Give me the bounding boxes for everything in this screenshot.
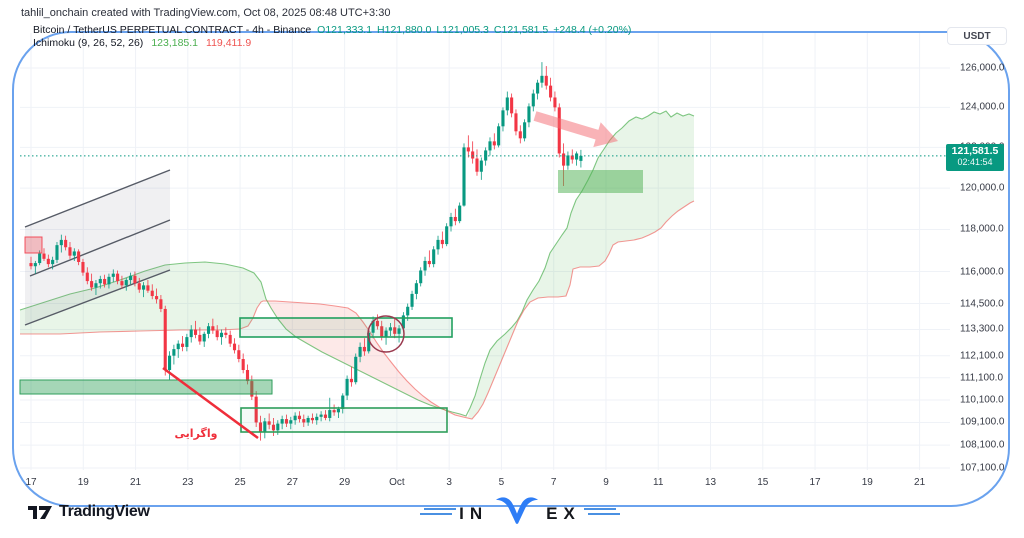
- supply-box-left[interactable]: [24, 236, 43, 254]
- parallel-channel-drawing[interactable]: [24, 169, 171, 326]
- chart-legend: Bitcoin / TetherUS PERPETUAL CONTRACT - …: [33, 24, 636, 50]
- price-tick-label: 108,100.0: [960, 439, 1005, 451]
- low-value: L121,005.3: [436, 24, 489, 36]
- circle-annotation[interactable]: [367, 315, 405, 353]
- time-tick-label: 27: [286, 477, 298, 488]
- invex-v-logo-icon: [496, 497, 539, 524]
- symbol-legend-row[interactable]: Bitcoin / TetherUS PERPETUAL CONTRACT - …: [33, 24, 636, 37]
- price-tick-label: 116,000.0: [960, 266, 1004, 278]
- price-tick-label: 118,000.0: [960, 223, 1004, 235]
- price-tick-label: 111,100.0: [960, 372, 1004, 384]
- price-tick-label: 110,100.0: [960, 394, 1004, 406]
- open-value: O121,333.1: [317, 24, 373, 36]
- time-tick-label: 11: [653, 477, 664, 488]
- badge-countdown: 02:41:54: [957, 156, 993, 167]
- time-tick-label: 5: [498, 477, 505, 488]
- arrow-annotation[interactable]: [533, 111, 618, 148]
- bottom-range-box[interactable]: [240, 407, 448, 433]
- time-tick-label: 7: [550, 477, 557, 488]
- divergence-annotation-label[interactable]: واگرایی: [174, 427, 218, 440]
- time-axis[interactable]: 17 19 21 23 25 27 29 Oct 3 5 7 9 11 13 15 17 19 21: [0, 474, 1024, 492]
- invex-text-left: IN: [459, 504, 489, 523]
- close-value: C121,581.5: [493, 24, 549, 36]
- invex-left-line: [420, 513, 453, 515]
- tradingview-logo-icon: [28, 506, 52, 519]
- price-tick-label: 113,300.0: [960, 323, 1004, 335]
- current-price-badge: 121,581.5 02:41:54: [946, 143, 1004, 171]
- time-tick-label: 19: [77, 477, 89, 488]
- indicator-value-green: 123,185.1: [151, 37, 199, 49]
- tradingview-logo[interactable]: TradingView: [27, 503, 150, 521]
- symbol-title[interactable]: Bitcoin / TetherUS PERPETUAL CONTRACT - …: [33, 24, 312, 36]
- attribution-text: tahlil_onchain created with TradingView.…: [21, 7, 391, 19]
- time-tick-label: 13: [704, 477, 717, 488]
- time-tick-label: 15: [757, 477, 769, 488]
- candles: [29, 62, 583, 441]
- time-tick-label: 21: [914, 477, 926, 488]
- price-tick-label: 114,500.0: [960, 298, 1004, 310]
- target-zone-box[interactable]: [558, 170, 643, 193]
- indicator-value-red: 119,411.9: [206, 37, 252, 49]
- invex-text-right: EX: [546, 504, 581, 523]
- time-tick-label: 3: [446, 477, 452, 488]
- time-tick-label: 23: [182, 477, 194, 488]
- change-value: +248.4 (+0.20%): [553, 24, 632, 36]
- price-tick-label: 107,100.0: [960, 462, 1005, 474]
- grid: [20, 33, 950, 470]
- divergence-trendline[interactable]: [162, 366, 259, 440]
- time-tick-label: 29: [339, 477, 351, 488]
- price-tick-label: 109,100.0: [960, 416, 1005, 428]
- mid-level-box[interactable]: [239, 317, 453, 338]
- time-tick-label: 9: [603, 477, 609, 488]
- ohlc-values: O121,333.1 H121,880.0 L121,005.3 C121,581.5…: [317, 24, 636, 36]
- price-tick-label: 126,000.0: [960, 62, 1005, 74]
- drawings[interactable]: [19, 111, 643, 440]
- time-tick-label: 19: [861, 477, 873, 488]
- time-tick-label: Oct: [389, 477, 405, 488]
- price-tick-label: 112,100.0: [960, 350, 1004, 362]
- invex-right-line: [587, 513, 620, 515]
- high-value: H121,880.0: [377, 24, 432, 36]
- price-axis[interactable]: 126,000.0124,000.0122,000.0120,000.0118,…: [952, 0, 1024, 538]
- time-tick-label: 21: [129, 477, 142, 488]
- time-tick-label: 25: [234, 477, 246, 488]
- tradingview-logo-text: TradingView: [59, 503, 150, 520]
- indicator-legend-row[interactable]: Ichimoku (9, 26, 52, 26) 123,185.1 119,411…: [33, 37, 636, 50]
- indicator-name[interactable]: Ichimoku (9, 26, 52, 26): [33, 37, 144, 49]
- invex-watermark: IN EX: [420, 492, 620, 528]
- price-tick-label: 124,000.0: [960, 101, 1005, 113]
- badge-price: 121,581.5: [951, 144, 999, 157]
- support-band-left[interactable]: [19, 379, 273, 395]
- price-tick-label: 120,000.0: [960, 182, 1005, 194]
- time-tick-label: 17: [809, 477, 821, 488]
- time-tick-label: 17: [25, 477, 37, 488]
- quote-currency-label: USDT: [947, 27, 1007, 45]
